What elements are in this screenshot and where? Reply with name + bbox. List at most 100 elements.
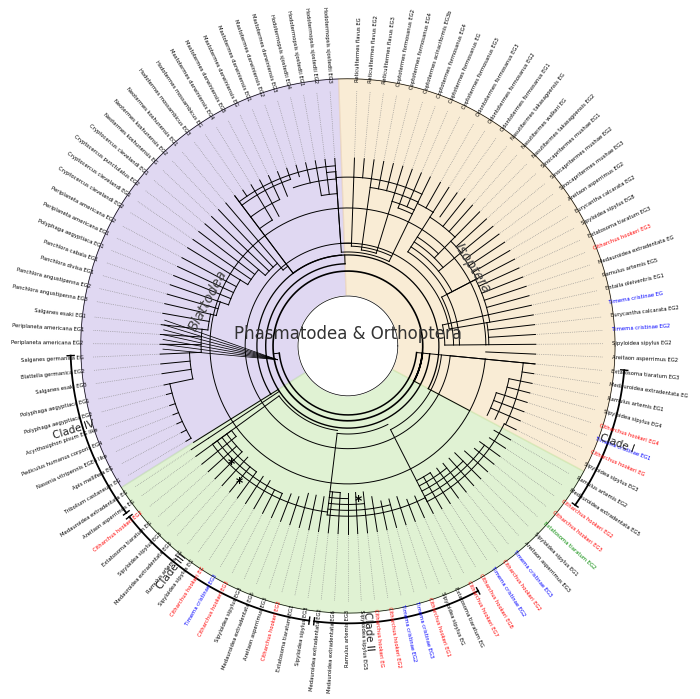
Text: *: * <box>355 494 363 508</box>
Text: Coptotermes formosanus EG: Coptotermes formosanus EG <box>449 32 483 103</box>
Text: Entaila oleiventris EG1: Entaila oleiventris EG1 <box>606 273 665 291</box>
Text: Cryptocercus punctulatus EG2: Cryptocercus punctulatus EG2 <box>73 134 140 187</box>
Text: Odontotermes formosanus EG1: Odontotermes formosanus EG1 <box>499 62 552 132</box>
Text: Hodotermopsis sjostedti EG3: Hodotermopsis sjostedti EG3 <box>322 6 332 82</box>
Text: *: * <box>236 475 243 489</box>
Text: Polyphaga aegyptiaca EG1: Polyphaga aegyptiaca EG1 <box>36 218 104 250</box>
Text: Timema cristinae EG1: Timema cristinae EG1 <box>594 436 651 461</box>
Text: Cryptocercus clevelandi EG1: Cryptocercus clevelandi EG1 <box>88 123 148 176</box>
Text: Coptotermes formosanus EG4: Coptotermes formosanus EG4 <box>410 13 433 90</box>
Text: Salganes esaki EG1: Salganes esaki EG1 <box>34 308 85 319</box>
Text: Apis mellifera EG: Apis mellifera EG <box>72 466 115 491</box>
Text: Sipyloidea sipylus EG8: Sipyloidea sipylus EG8 <box>581 194 636 226</box>
Text: Citharchus hookeri EG: Citharchus hookeri EG <box>373 608 384 667</box>
Text: Salganes esaki EG3: Salganes esaki EG3 <box>35 382 87 395</box>
Text: Timema cristinae EG3: Timema cristinae EG3 <box>512 549 553 598</box>
Wedge shape <box>121 369 584 613</box>
Text: Reticulitermes flavus EG2: Reticulitermes flavus EG2 <box>368 15 379 83</box>
Text: Timema cristinae EG3: Timema cristinae EG3 <box>185 573 218 626</box>
Text: Extatosoma tiaratum EG: Extatosoma tiaratum EG <box>453 586 484 648</box>
Polygon shape <box>298 296 398 396</box>
Text: Blattodea: Blattodea <box>186 268 230 333</box>
Text: Nasutitermes walkeri EG: Nasutitermes walkeri EG <box>521 98 568 150</box>
Text: Acyrthosiphon pisum EG like: Acyrthosiphon pisum EG like <box>25 427 98 456</box>
Text: Areitaon asperrimus EG2: Areitaon asperrimus EG2 <box>612 355 678 363</box>
Text: Sipyloidea sipylus EG4: Sipyloidea sipylus EG4 <box>603 410 662 429</box>
Text: Hodotermopsis sjostedti EG2: Hodotermopsis sjostedti EG2 <box>304 8 318 84</box>
Text: Extatosoma tiaratum EG: Extatosoma tiaratum EG <box>102 521 153 568</box>
Text: Citharchus hookeri EG2: Citharchus hookeri EG2 <box>501 559 542 611</box>
Text: Ramulus artemis EG: Ramulus artemis EG <box>146 549 183 595</box>
Text: Blattella germanica EG2: Blattella germanica EG2 <box>21 369 85 380</box>
Text: Isoptera: Isoptera <box>452 240 493 296</box>
Text: Sinocapritermes mushae EG3: Sinocapritermes mushae EG3 <box>559 140 625 191</box>
Text: Citharchus hookeri EG4: Citharchus hookeri EG4 <box>599 423 659 447</box>
Text: Areitaon asperrimus EG2: Areitaon asperrimus EG2 <box>567 161 624 202</box>
Text: Neotermes koshunensis EG2: Neotermes koshunensis EG2 <box>112 98 168 156</box>
Text: Sipyloidea sipylus EG1: Sipyloidea sipylus EG1 <box>533 531 579 577</box>
Text: Panchlora cabala EG1: Panchlora cabala EG1 <box>43 239 99 262</box>
Text: Salganes germanica EG: Salganes germanica EG <box>21 355 84 363</box>
Wedge shape <box>339 79 615 471</box>
Text: Medauroidea extradentata EG6: Medauroidea extradentata EG6 <box>221 591 255 671</box>
Text: Mastotermes darwiniensis EG4: Mastotermes darwiniensis EG4 <box>168 48 214 121</box>
Text: Sinocapritermes mushae EG2: Sinocapritermes mushae EG2 <box>550 126 614 180</box>
Text: Sipyloidea sipylus EG3: Sipyloidea sipylus EG3 <box>214 586 243 642</box>
Text: Coptotermes formosanus EG2: Coptotermes formosanus EG2 <box>396 8 416 87</box>
Text: Citharchus hookeri EG: Citharchus hookeri EG <box>589 449 645 477</box>
Text: Panchlora angustipenna EG3: Panchlora angustipenna EG3 <box>13 284 88 303</box>
Text: Polyphaga aegyptiaca EG1: Polyphaga aegyptiaca EG1 <box>20 398 90 418</box>
Text: Clade I: Clade I <box>598 433 636 454</box>
Text: Extatosoma tiaratum EG3: Extatosoma tiaratum EG3 <box>587 206 652 238</box>
Text: Sipyloidea sipylus EG: Sipyloidea sipylus EG <box>440 591 465 646</box>
Text: Timema cristinae EG2: Timema cristinae EG2 <box>490 566 526 618</box>
Text: Citharchus hookeri EG3: Citharchus hookeri EG3 <box>593 224 652 252</box>
Text: Timema cristinae EG3: Timema cristinae EG3 <box>414 600 434 658</box>
Text: Panchlora angustipenna EG2: Panchlora angustipenna EG2 <box>15 267 91 289</box>
Text: Extatosoma tiaratum EG3: Extatosoma tiaratum EG3 <box>610 369 679 380</box>
Text: Hodotermopsis sjostedti EG1: Hodotermopsis sjostedti EG1 <box>286 10 304 86</box>
Text: Citharchus hookeri EG2: Citharchus hookeri EG2 <box>387 607 401 668</box>
Text: Ramulus artemis EG2: Ramulus artemis EG2 <box>575 476 627 509</box>
Text: Citharchus hookeri EG2: Citharchus hookeri EG2 <box>93 510 144 553</box>
Text: Timema cristinae EG2: Timema cristinae EG2 <box>400 604 417 662</box>
Text: Mastotermes darwiniensis EG2: Mastotermes darwiniensis EG2 <box>233 18 264 97</box>
Text: Periplaneta americana EG2: Periplaneta americana EG2 <box>50 186 116 224</box>
Text: Citharchus hookeri EG7: Citharchus hookeri EG7 <box>466 580 498 637</box>
Text: Odontotermes formosanus EG3: Odontotermes formosanus EG3 <box>476 43 521 117</box>
Text: Neotermes koshunensis EG1: Neotermes koshunensis EG1 <box>125 86 178 147</box>
Text: Ramulus artemis EG3: Ramulus artemis EG3 <box>345 610 351 668</box>
Text: Sinocapritermes mushae EG1: Sinocapritermes mushae EG1 <box>541 113 602 169</box>
Text: Timema cristinae EG: Timema cristinae EG <box>608 291 663 305</box>
Text: Odontotermes formosanus EG2: Odontotermes formosanus EG2 <box>488 52 536 124</box>
Text: Mastotermes darwiniensis EG5: Mastotermes darwiniensis EG5 <box>183 40 226 114</box>
Text: Clade II: Clade II <box>361 612 374 651</box>
Text: Sipyloidea sipylus EG3: Sipyloidea sipylus EG3 <box>295 607 309 666</box>
Text: Citharchus hookeri EG: Citharchus hookeri EG <box>170 566 206 618</box>
Text: Ramulus artemis EG5: Ramulus artemis EG5 <box>602 258 658 278</box>
Text: Clade IV: Clade IV <box>52 419 97 440</box>
Text: Pediculus humanus corporis EG4: Pediculus humanus corporis EG4 <box>21 440 103 477</box>
Text: Tribolium castaneum EG: Tribolium castaneum EG <box>64 478 122 515</box>
Text: Reticulitermes flavus EG3: Reticulitermes flavus EG3 <box>382 17 397 85</box>
Text: Citharchus hookeri EG2: Citharchus hookeri EG2 <box>261 600 282 661</box>
Text: Extatosoma tiaratum EG1: Extatosoma tiaratum EG1 <box>276 604 295 672</box>
Text: Hodotermes mossambicus EG3: Hodotermes mossambicus EG3 <box>137 68 191 136</box>
Text: Eurycantha calcarata EG2: Eurycantha calcarata EG2 <box>610 305 679 319</box>
Text: Sipyloidea sipylus EG: Sipyloidea sipylus EG <box>158 559 195 607</box>
Text: Areitaon asperrimus EG3: Areitaon asperrimus EG3 <box>244 596 269 661</box>
Text: Citharchus hookeri EG3: Citharchus hookeri EG3 <box>552 510 603 553</box>
Text: Medauroidea extradentata EG6: Medauroidea extradentata EG6 <box>327 610 337 693</box>
Text: Clade III: Clade III <box>155 552 188 591</box>
Text: Citharchus hookeri EG8: Citharchus hookeri EG8 <box>478 573 513 630</box>
Wedge shape <box>80 79 346 487</box>
Text: Citharchus hookeri EG3: Citharchus hookeri EG3 <box>197 580 230 637</box>
Text: Nasutitermes takasagoensis EG2: Nasutitermes takasagoensis EG2 <box>531 94 596 159</box>
Text: Medauroidea extradentata EG: Medauroidea extradentata EG <box>598 234 675 264</box>
Text: Cryptocercus clevelandi EG1: Cryptocercus clevelandi EG1 <box>66 151 132 199</box>
Text: Medauroidea extradentata EG2: Medauroidea extradentata EG2 <box>309 608 323 691</box>
Text: Areitaon asperrimus EG: Areitaon asperrimus EG <box>82 499 136 540</box>
Text: Medauroidea extradentata EG3: Medauroidea extradentata EG3 <box>114 540 173 605</box>
Text: Neotermes koshunensis EG: Neotermes koshunensis EG <box>102 113 158 166</box>
Text: Nasutitermes takasagoensis EG: Nasutitermes takasagoensis EG <box>510 72 566 140</box>
